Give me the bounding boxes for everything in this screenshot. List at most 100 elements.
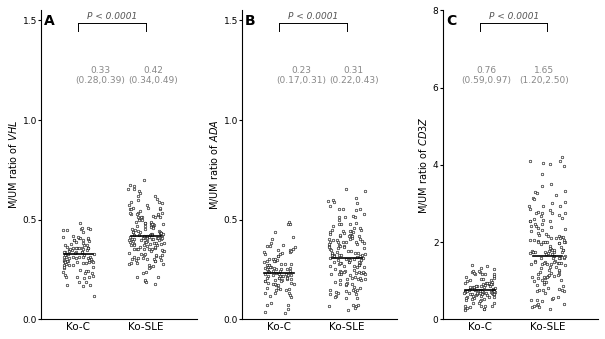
Point — [286, 248, 296, 253]
Point — [125, 235, 135, 240]
Point — [127, 236, 137, 241]
Point — [135, 190, 145, 196]
Point — [554, 260, 563, 265]
Point — [154, 199, 164, 205]
Point — [356, 277, 366, 282]
Point — [129, 243, 139, 248]
Point — [489, 271, 499, 276]
Point — [152, 236, 162, 241]
Point — [472, 291, 482, 296]
Point — [78, 240, 88, 246]
Point — [82, 269, 91, 274]
Point — [341, 282, 351, 288]
Point — [157, 233, 167, 238]
Point — [156, 257, 166, 262]
Point — [327, 253, 337, 258]
Point — [476, 283, 486, 288]
Point — [531, 221, 540, 226]
Point — [126, 226, 136, 232]
Point — [528, 195, 538, 201]
Point — [287, 281, 296, 286]
Point — [144, 235, 154, 240]
Point — [274, 275, 284, 281]
Point — [355, 225, 365, 231]
Point — [489, 288, 499, 293]
Point — [534, 304, 544, 310]
Point — [267, 272, 277, 278]
Point — [124, 203, 134, 208]
Point — [467, 297, 477, 302]
Point — [359, 241, 369, 246]
Point — [341, 295, 351, 300]
Point — [352, 264, 361, 270]
Point — [148, 237, 157, 242]
Point — [359, 265, 369, 270]
Point — [129, 183, 139, 189]
Point — [466, 304, 476, 309]
Point — [556, 278, 566, 283]
Point — [87, 270, 97, 276]
Point — [74, 279, 84, 284]
Point — [334, 261, 344, 266]
Point — [139, 246, 149, 251]
Point — [324, 236, 334, 242]
Point — [545, 245, 555, 250]
Point — [263, 264, 272, 270]
Point — [286, 292, 295, 298]
Point — [290, 245, 299, 250]
Point — [153, 274, 163, 279]
Point — [334, 242, 344, 248]
Text: B: B — [245, 14, 256, 27]
Point — [485, 282, 495, 287]
Point — [58, 270, 68, 275]
Point — [271, 271, 281, 276]
Point — [273, 247, 283, 253]
Point — [68, 262, 77, 267]
Point — [346, 232, 356, 237]
Point — [129, 187, 139, 192]
Point — [338, 239, 348, 244]
Point — [560, 253, 569, 258]
Point — [560, 255, 569, 260]
Point — [261, 278, 270, 283]
Point — [486, 281, 496, 287]
Point — [560, 239, 569, 245]
Point — [134, 198, 143, 203]
Point — [355, 286, 365, 291]
Point — [273, 285, 283, 291]
Point — [126, 212, 136, 217]
Point — [157, 247, 167, 253]
Point — [60, 264, 70, 270]
Point — [325, 287, 335, 293]
Point — [273, 282, 283, 287]
Point — [549, 253, 558, 258]
Point — [264, 269, 274, 274]
Point — [551, 265, 561, 270]
Point — [144, 246, 154, 252]
Point — [348, 213, 358, 219]
Point — [555, 255, 565, 261]
Point — [82, 247, 92, 253]
Point — [489, 273, 499, 279]
Point — [334, 217, 344, 223]
Point — [157, 236, 166, 242]
Point — [325, 203, 335, 209]
Point — [548, 296, 557, 302]
Point — [336, 268, 345, 274]
Point — [529, 278, 539, 283]
Point — [554, 268, 563, 274]
Point — [142, 238, 152, 243]
Point — [134, 188, 144, 194]
Point — [538, 279, 548, 285]
Point — [155, 231, 165, 236]
Point — [548, 200, 557, 205]
Point — [554, 272, 563, 277]
Point — [344, 291, 354, 296]
Point — [83, 225, 93, 231]
Point — [471, 292, 480, 298]
Point — [490, 285, 500, 291]
Point — [84, 257, 94, 263]
Point — [544, 243, 554, 249]
Point — [269, 258, 279, 263]
Point — [262, 243, 272, 248]
